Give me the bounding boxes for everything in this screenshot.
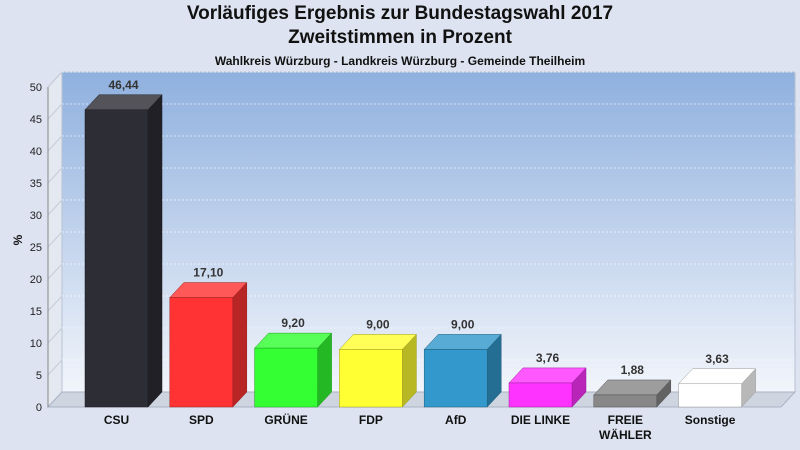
bar <box>169 297 234 408</box>
bar <box>508 382 573 408</box>
y-tick-label: 10 <box>30 338 42 350</box>
chart-subtitle-line: Zweitstimmen in Prozent <box>288 27 512 48</box>
y-tick-label: 45 <box>30 114 42 126</box>
x-tick-label: FDP <box>359 413 383 427</box>
bar-value-label: 9,20 <box>281 316 305 330</box>
gridline-side <box>47 263 63 280</box>
bar <box>678 383 742 408</box>
y-tick-label: 30 <box>30 210 42 222</box>
y-tick-label: 15 <box>30 306 42 318</box>
bar-value-label: 3,76 <box>536 351 560 365</box>
chart-title: Vorläufiges Ergebnis zur Bundestagswahl … <box>186 3 614 24</box>
y-tick-label: 0 <box>36 402 42 414</box>
x-tick-label: CSU <box>104 413 129 427</box>
gridline-side <box>47 295 63 312</box>
gridline-side <box>47 199 63 216</box>
gridline-side <box>47 135 63 152</box>
y-tick-label: 25 <box>30 242 42 254</box>
x-tick-label: GRÜNE <box>264 412 307 427</box>
bar <box>339 349 403 408</box>
y-axis-label: % <box>11 234 25 245</box>
bar-value-label: 3,63 <box>705 352 729 366</box>
x-tick-label: FREIE <box>608 413 643 427</box>
gridline-side <box>47 231 63 248</box>
gridline-side <box>47 71 63 88</box>
x-tick-label: DIE LINKE <box>511 413 570 427</box>
y-tick-label: 35 <box>30 178 42 190</box>
y-tick-label: 20 <box>30 274 42 286</box>
gridline-side <box>47 359 63 376</box>
x-tick-label: WÄHLER <box>599 427 652 442</box>
bar <box>593 394 658 408</box>
x-tick-label: Sonstige <box>685 413 736 427</box>
bar <box>84 109 149 408</box>
x-tick-label: SPD <box>189 413 214 427</box>
x-tick-label: AfD <box>445 413 467 427</box>
bar-side <box>147 94 163 408</box>
y-tick-label: 5 <box>36 370 42 382</box>
bar <box>254 347 318 408</box>
gridline-side <box>47 167 63 184</box>
gridline-side <box>47 103 63 120</box>
bar <box>423 349 488 408</box>
gridline-side <box>47 327 63 344</box>
y-tick-label: 40 <box>30 146 42 158</box>
bar-side <box>232 281 248 408</box>
bar-value-label: 17,10 <box>193 266 223 280</box>
bar-value-label: 46,44 <box>108 78 138 92</box>
bar-value-label: 1,88 <box>621 363 645 377</box>
chart-location-subtitle: Wahlkreis Würzburg - Landkreis Würzburg … <box>214 54 586 68</box>
bar-value-label: 9,00 <box>451 317 475 331</box>
bar-value-label: 9,00 <box>366 317 390 331</box>
y-tick-label: 50 <box>30 82 42 94</box>
